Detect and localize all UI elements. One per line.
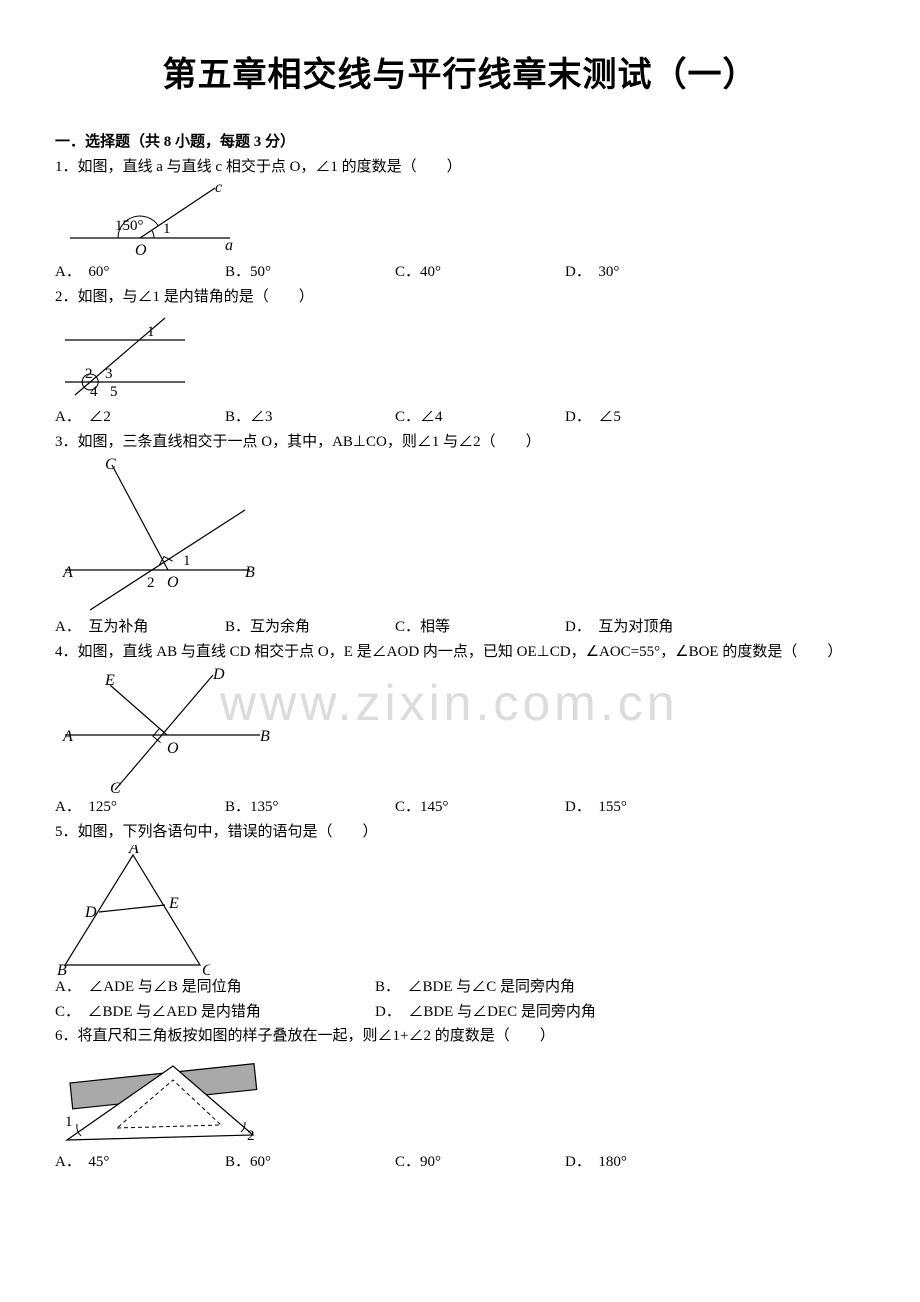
q1-opt-d: D． 30° <box>565 261 735 284</box>
svg-text:A: A <box>128 845 139 857</box>
q1-options: A． 60° B．50° C．40° D． 30° <box>55 261 865 284</box>
q1-opt-a: A． 60° <box>55 261 225 284</box>
question-1: 1．如图，直线 a 与直线 c 相交于点 O，∠1 的度数是（ ） 150° 1 c… <box>55 156 865 284</box>
q4-opt-b: B．135° <box>225 796 395 819</box>
q4-figure: A B C D E O <box>55 665 275 795</box>
question-3: 3．如图，三条直线相交于一点 O，其中，AB⊥CO，则∠1 与∠2（ ） A B C… <box>55 431 865 639</box>
q2-opt-d: D． ∠5 <box>565 406 735 429</box>
question-4: 4．如图，直线 AB 与直线 CD 相交于点 O，E 是∠AOD 内一点，已知 … <box>55 641 865 819</box>
svg-text:B: B <box>245 564 255 581</box>
question-2: 2．如图，与∠1 是内错角的是（ ） 1 2345 A． ∠2 B．∠3 C．∠4… <box>55 286 865 429</box>
q1-figure: 150° 1 c a O <box>55 180 235 260</box>
svg-text:1: 1 <box>147 324 155 340</box>
q3-figure: A B C O1 2 <box>55 455 255 615</box>
q3-opt-d: D． 互为对顶角 <box>565 616 735 639</box>
watermark-text: www.zixin.com.cn <box>220 666 679 741</box>
svg-text:4: 4 <box>90 384 98 400</box>
svg-text:150°: 150° <box>115 218 144 234</box>
svg-text:O: O <box>167 574 179 591</box>
svg-text:C: C <box>202 962 210 975</box>
q2-options: A． ∠2 B．∠3 C．∠4 D． ∠5 <box>55 406 865 429</box>
q6-opt-c: C．90° <box>395 1151 565 1174</box>
q3-opt-b: B．互为余角 <box>225 616 395 639</box>
q5-options: A． ∠ADE 与∠B 是同位角 B． ∠BDE 与∠C 是同旁内角 C． ∠B… <box>55 976 865 1023</box>
q6-options: A． 45° B．60° C．90° D． 180° <box>55 1151 865 1174</box>
svg-text:c: c <box>215 180 222 196</box>
q2-stem: 2．如图，与∠1 是内错角的是（ ） <box>55 286 865 309</box>
q6-opt-d: D． 180° <box>565 1151 735 1174</box>
svg-text:1: 1 <box>183 553 191 569</box>
svg-text:2: 2 <box>85 366 93 382</box>
q4-opt-a: A． 125° <box>55 796 225 819</box>
svg-text:1: 1 <box>65 1114 73 1130</box>
svg-text:3: 3 <box>105 366 113 382</box>
svg-text:B: B <box>57 962 67 975</box>
q3-stem: 3．如图，三条直线相交于一点 O，其中，AB⊥CO，则∠1 与∠2（ ） <box>55 431 865 454</box>
q1-opt-c: C．40° <box>395 261 565 284</box>
page: 第五章相交线与平行线章末测试（一） 一．选择题（共 8 小题，每题 3 分） 1… <box>0 0 920 1255</box>
q6-stem: 6．将直尺和三角板按如图的样子叠放在一起，则∠1+∠2 的度数是（ ） <box>55 1025 865 1048</box>
q4-opt-c: C．145° <box>395 796 565 819</box>
q2-opt-c: C．∠4 <box>395 406 565 429</box>
svg-text:2: 2 <box>247 1128 255 1144</box>
svg-text:B: B <box>260 728 270 745</box>
q5-opt-a: A． ∠ADE 与∠B 是同位角 <box>55 976 375 999</box>
svg-text:1: 1 <box>163 221 171 237</box>
q4-opt-d: D． 155° <box>565 796 735 819</box>
q5-opt-c: C． ∠BDE 与∠AED 是内错角 <box>55 1001 375 1024</box>
page-title: 第五章相交线与平行线章末测试（一） <box>55 50 865 101</box>
q5-figure: A B C D E <box>55 845 210 975</box>
q5-opt-d: D． ∠BDE 与∠DEC 是同旁内角 <box>375 1001 695 1024</box>
svg-text:A: A <box>62 728 73 745</box>
q1-opt-b: B．50° <box>225 261 395 284</box>
q5-stem: 5．如图，下列各语句中，错误的语句是（ ） <box>55 821 865 844</box>
svg-text:A: A <box>62 564 73 581</box>
q4-options: A． 125° B．135° C．145° D． 155° <box>55 796 865 819</box>
section-header: 一．选择题（共 8 小题，每题 3 分） <box>55 131 865 154</box>
svg-text:C: C <box>105 456 116 473</box>
svg-text:a: a <box>225 237 233 254</box>
svg-text:D: D <box>212 666 225 683</box>
svg-text:O: O <box>167 740 179 757</box>
q3-opt-a: A． 互为补角 <box>55 616 225 639</box>
question-6: 6．将直尺和三角板按如图的样子叠放在一起，则∠1+∠2 的度数是（ ） 12 A… <box>55 1025 865 1173</box>
question-5: 5．如图，下列各语句中，错误的语句是（ ） A B C D E A． ∠ADE 与∠B … <box>55 821 865 1024</box>
svg-text:E: E <box>168 895 179 912</box>
q6-opt-b: B．60° <box>225 1151 395 1174</box>
q2-opt-a: A． ∠2 <box>55 406 225 429</box>
q4-stem: 4．如图，直线 AB 与直线 CD 相交于点 O，E 是∠AOD 内一点，已知 … <box>55 641 865 664</box>
q5-opt-b: B． ∠BDE 与∠C 是同旁内角 <box>375 976 695 999</box>
svg-text:D: D <box>84 904 97 921</box>
svg-text:E: E <box>104 672 115 689</box>
q1-stem: 1．如图，直线 a 与直线 c 相交于点 O，∠1 的度数是（ ） <box>55 156 865 179</box>
svg-text:O: O <box>135 242 147 259</box>
q3-options: A． 互为补角 B．互为余角 C．相等 D． 互为对顶角 <box>55 616 865 639</box>
svg-text:2: 2 <box>147 575 155 591</box>
q6-opt-a: A． 45° <box>55 1151 225 1174</box>
q2-opt-b: B．∠3 <box>225 406 395 429</box>
svg-text:5: 5 <box>110 384 118 400</box>
q3-opt-c: C．相等 <box>395 616 565 639</box>
q2-figure: 1 2345 <box>55 310 195 405</box>
svg-text:C: C <box>110 780 121 795</box>
q6-figure: 12 <box>55 1050 265 1150</box>
